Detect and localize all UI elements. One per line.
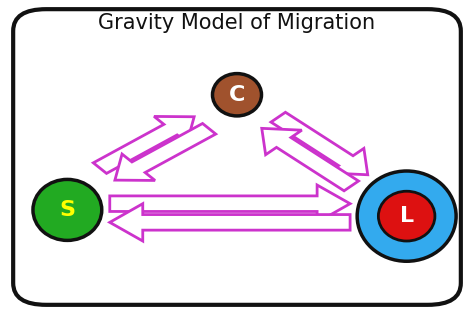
Ellipse shape (378, 191, 435, 241)
Ellipse shape (357, 171, 456, 261)
Polygon shape (110, 185, 350, 222)
Text: S: S (59, 200, 75, 220)
Text: L: L (400, 206, 414, 226)
Polygon shape (115, 123, 216, 181)
Text: Gravity Model of Migration: Gravity Model of Migration (99, 13, 375, 33)
Polygon shape (271, 112, 368, 175)
Polygon shape (262, 128, 358, 191)
Polygon shape (110, 204, 350, 241)
Ellipse shape (33, 179, 102, 241)
Text: C: C (229, 85, 245, 105)
Ellipse shape (212, 73, 262, 116)
FancyBboxPatch shape (13, 9, 461, 305)
Polygon shape (93, 116, 194, 173)
